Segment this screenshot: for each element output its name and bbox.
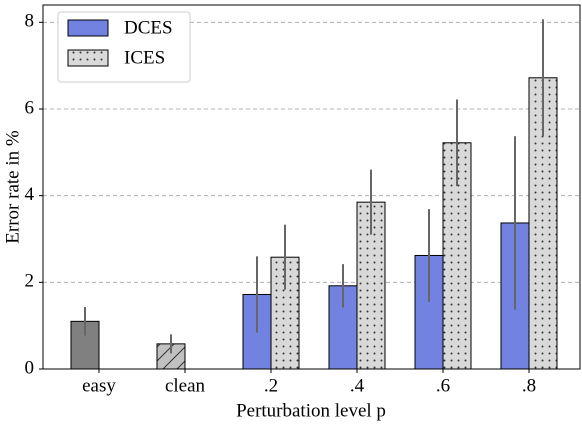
y-tick-label: 0 <box>25 357 35 378</box>
y-tick-label: 2 <box>25 271 35 292</box>
x-tick-label: .4 <box>350 375 365 396</box>
x-tick-label: .8 <box>522 375 536 396</box>
x-tick-label: clean <box>165 375 206 396</box>
y-tick-label: 8 <box>25 11 35 32</box>
y-axis-label: Error rate in % <box>2 130 23 244</box>
x-tick-label: .2 <box>264 375 278 396</box>
legend-label: ICES <box>124 47 165 68</box>
legend-swatch <box>67 19 109 37</box>
x-tick-label: easy <box>82 375 116 396</box>
y-tick-label: 6 <box>25 97 35 118</box>
legend-swatch <box>67 49 109 67</box>
x-tick-label: .6 <box>436 375 450 396</box>
plot-frame <box>42 4 581 370</box>
y-tick-label: 4 <box>25 184 35 205</box>
legend-label: DCES <box>124 17 173 38</box>
x-axis-label: Perturbation level p <box>236 400 386 421</box>
